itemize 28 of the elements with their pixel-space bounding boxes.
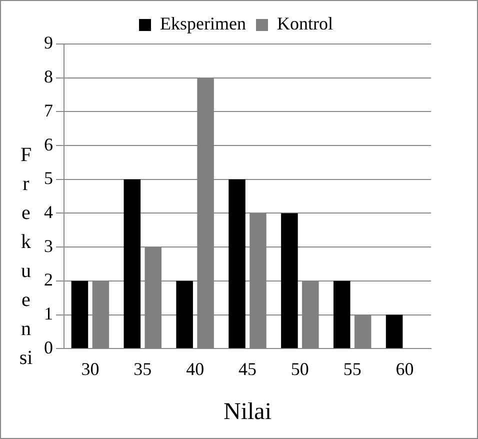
x-tick-label: 55 [343,359,362,380]
y-tick-label: 7 [44,100,53,120]
legend-label: Eksperimen [160,14,246,34]
bar [176,280,193,348]
y-tick-label: 9 [44,32,53,53]
bar [124,179,141,348]
bar [333,280,350,348]
x-tick-label: 45 [238,359,256,380]
legend-label: Kontrol [276,14,333,34]
y-tick-label: 0 [44,337,53,358]
y-tick-label: 1 [44,303,53,324]
x-tick-label: 35 [134,359,152,380]
x-axis-title: Nilai [224,398,272,425]
y-tick-label: 8 [44,66,53,87]
x-tick-label: 40 [186,359,204,380]
x-tick-label: 60 [396,359,414,380]
x-tick-label: 30 [81,359,100,380]
y-tick-label: 3 [44,236,53,256]
y-tick-label: 6 [44,134,53,154]
y-tick-label: 4 [44,202,53,222]
bar [228,179,246,348]
y-axis-title: Frekuensi [19,143,33,371]
y-tick-label: 2 [44,270,53,290]
x-tick-label: 50 [290,359,309,380]
bar [281,213,298,348]
y-tick-label: 5 [44,168,53,188]
bar [71,280,88,348]
bar [386,314,403,348]
